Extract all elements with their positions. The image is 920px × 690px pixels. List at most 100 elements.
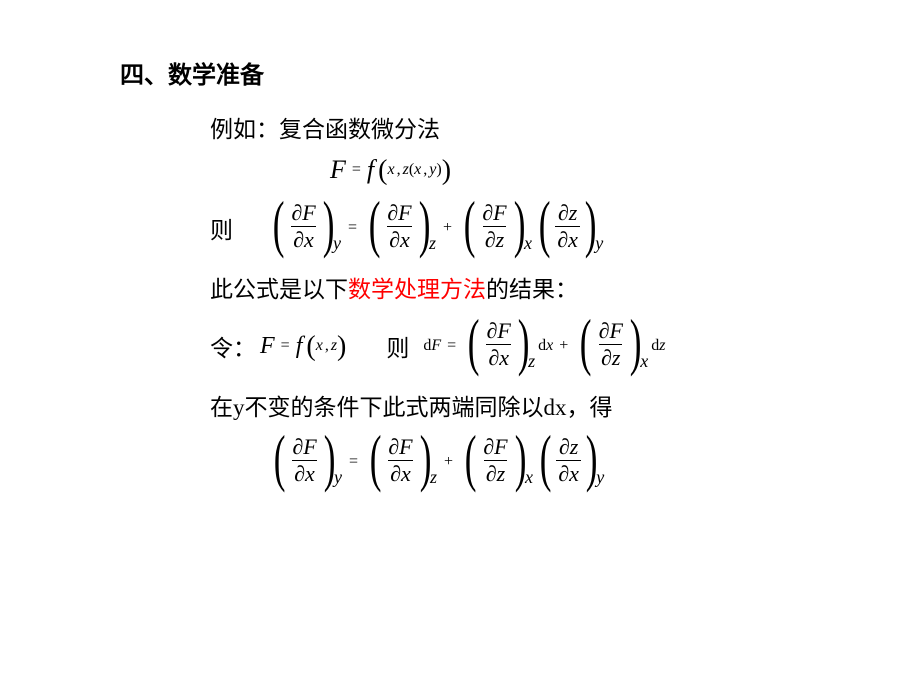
p7: ∂: [558, 200, 569, 225]
sym-f: f: [367, 155, 374, 185]
comma: ,: [397, 161, 401, 179]
p10: ∂: [488, 345, 499, 370]
dz1: z: [496, 227, 505, 252]
p18: ∂: [486, 461, 497, 486]
sub-x1: x: [524, 233, 532, 254]
dFdx-z-3: ( ∂F ∂x ) z: [365, 434, 437, 490]
bpl6: (: [580, 314, 592, 370]
dx6: x: [401, 461, 411, 486]
dx4: x: [499, 345, 509, 370]
comma2: ,: [423, 161, 427, 179]
dFdz-x-2: ( ∂F ∂z ) x: [575, 318, 648, 374]
equation-final: ( ∂F ∂x ) y = ( ∂F ∂x ) z + (: [268, 434, 820, 490]
dx5: x: [305, 461, 315, 486]
plus1: +: [443, 219, 452, 237]
rparen: ): [442, 155, 451, 187]
nF5: F: [609, 318, 622, 343]
dx1: x: [304, 227, 314, 252]
p1: ∂: [291, 200, 302, 225]
sym-y: y: [429, 161, 436, 179]
result-post: 的结果：: [486, 270, 578, 304]
dx7: x: [569, 461, 579, 486]
eq4: =: [349, 453, 358, 471]
sub-y4: y: [596, 467, 604, 488]
equation-chain-rule: 则 ( ∂F ∂x ) y = ( ∂F ∂x ) z: [210, 200, 820, 256]
nF7: F: [399, 434, 412, 459]
eq3: =: [447, 337, 456, 355]
result-pre: 此公式是以下: [210, 270, 348, 304]
p17: ∂: [483, 434, 494, 459]
let-label: 令：: [210, 329, 256, 363]
plus3: +: [444, 453, 453, 471]
p11: ∂: [599, 318, 610, 343]
p9: ∂: [487, 318, 498, 343]
p20: ∂: [558, 461, 569, 486]
p3: ∂: [387, 200, 398, 225]
sub-y2: y: [595, 233, 603, 254]
p6: ∂: [485, 227, 496, 252]
bp-l3: (: [464, 196, 476, 252]
result-red: 数学处理方法: [348, 270, 486, 304]
c3: ,: [325, 337, 329, 355]
then-label-2: 则: [386, 329, 409, 363]
rp3: ): [337, 331, 346, 363]
dFdx-z: ( ∂F ∂x ) z: [364, 200, 436, 256]
sub-x3: x: [525, 467, 533, 488]
bpl9: (: [465, 430, 477, 486]
lparen: (: [378, 155, 387, 187]
sub-x2: x: [640, 351, 648, 372]
sym-F: F: [330, 155, 346, 185]
sym-x2: x: [414, 161, 421, 179]
p4: ∂: [389, 227, 400, 252]
sym-x: x: [387, 161, 394, 179]
sub-z3: z: [430, 467, 437, 488]
x3: x: [316, 337, 323, 355]
nF8: F: [494, 434, 507, 459]
sentence-divide: 在y不变的条件下此式两端同除以dx，得: [210, 388, 820, 422]
bpl10: (: [540, 430, 552, 486]
sub-y3: y: [334, 467, 342, 488]
example-intro: 例如：复合函数微分法: [210, 110, 820, 144]
dFdz-x: ( ∂F ∂z ) x: [459, 200, 532, 256]
nz2: z: [570, 434, 579, 459]
bp-l: (: [273, 196, 285, 252]
dFdx-y: ( ∂F ∂x ) y: [268, 200, 341, 256]
p12: ∂: [601, 345, 612, 370]
bp-l2: (: [369, 196, 381, 252]
dFdx-y-3: ( ∂F ∂x ) y: [269, 434, 342, 490]
nF1: F: [302, 200, 315, 225]
dzdx-y: ( ∂z ∂x ) y: [534, 200, 603, 256]
eq2: =: [281, 337, 290, 355]
nz1: z: [569, 200, 578, 225]
p19: ∂: [559, 434, 570, 459]
sentence-result: 此公式是以下数学处理方法的结果：: [210, 270, 820, 304]
dx3: x: [568, 227, 578, 252]
dxlit: x: [546, 337, 553, 355]
bpl7: (: [274, 430, 286, 486]
p15: ∂: [388, 434, 399, 459]
sym-eq: =: [352, 161, 361, 179]
p5: ∂: [482, 200, 493, 225]
bpl5: (: [468, 314, 480, 370]
dFdz-x-3: ( ∂F ∂z ) x: [460, 434, 533, 490]
p2: ∂: [293, 227, 304, 252]
dF1: F: [431, 337, 441, 355]
eq1: =: [348, 219, 357, 237]
sub-y1: y: [333, 233, 341, 254]
f2: f: [296, 333, 303, 360]
dz3: z: [497, 461, 506, 486]
p8: ∂: [557, 227, 568, 252]
sub-z1: z: [429, 233, 436, 254]
nF4: F: [497, 318, 510, 343]
sub-z2: z: [528, 351, 535, 372]
equation-def-F: F = f ( x , z ( x , y ) ): [330, 154, 820, 186]
dz2: z: [612, 345, 621, 370]
nF6: F: [303, 434, 316, 459]
p16: ∂: [390, 461, 401, 486]
bp-l4: (: [539, 196, 551, 252]
dx2: x: [400, 227, 410, 252]
F2: F: [260, 333, 275, 360]
p13: ∂: [292, 434, 303, 459]
dzdx-y-3: ( ∂z ∂x ) y: [535, 434, 604, 490]
lp3: (: [306, 331, 315, 363]
